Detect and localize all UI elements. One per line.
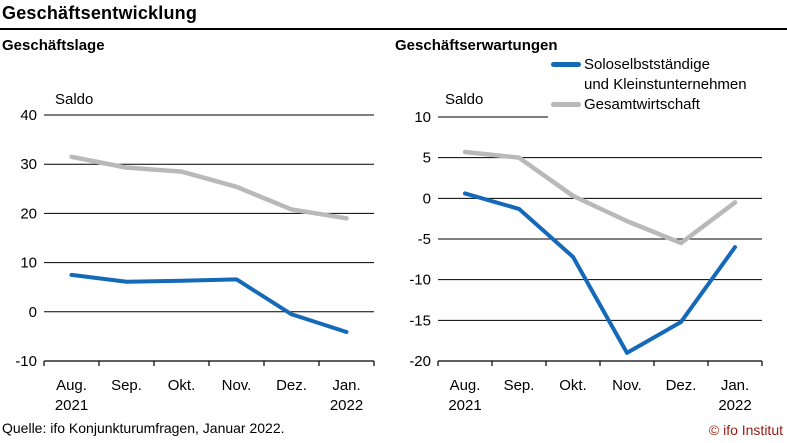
axis-label: Jan. <box>721 377 749 394</box>
axis-label: Dez. <box>276 377 307 394</box>
legend-line-icon-soloselbststaendige <box>551 61 581 67</box>
axis-label: Sep. <box>111 377 142 394</box>
series-line <box>463 191 737 355</box>
copyright-note: © ifo Institut <box>708 422 783 438</box>
axis-label: 0 <box>423 190 431 207</box>
legend-label: und Kleinstunternehmen <box>584 75 747 93</box>
axis-label: 2021 <box>448 397 481 414</box>
axis-label: Nov. <box>222 377 252 394</box>
axis-label: -10 <box>15 353 37 370</box>
axis-label: Sep. <box>504 377 535 394</box>
axis-label: 10 <box>20 255 37 272</box>
legend-line-icon-gesamtwirtschaft <box>551 101 581 107</box>
axis-label: -15 <box>409 312 431 329</box>
axis-label: Jan. <box>332 377 360 394</box>
axis-label: -5 <box>418 231 431 248</box>
axis-label: Okt. <box>168 377 196 394</box>
axis-label: 5 <box>423 150 431 167</box>
axis-label: 10 <box>414 109 431 126</box>
axis-label: Okt. <box>559 377 587 394</box>
axis-label: 30 <box>20 156 37 173</box>
axis-label: Aug. <box>450 377 481 394</box>
axis-label: 0 <box>29 304 37 321</box>
legend-label: Gesamtwirtschaft <box>584 95 700 113</box>
axis-label: 20 <box>20 205 37 222</box>
chart-geschaeftserwartungen: 10 5 0 -5 -10 -15 -20 Aug. Sep. Okt. Nov. Dez. Jan. 2… <box>409 91 763 414</box>
source-note: Quelle: ifo Konjunkturumfragen, Januar 2… <box>2 420 285 436</box>
axis-label: 40 <box>20 107 37 124</box>
axis-label: -10 <box>409 272 431 289</box>
legend-entry-soloselbststaendige-line2: und Kleinstunternehmen <box>551 74 747 94</box>
right-chart-title: Geschäftserwartungen <box>395 37 558 54</box>
legend: Soloselbstständige und Kleinstunternehme… <box>551 54 747 114</box>
axis-label: Saldo <box>445 91 483 108</box>
legend-label: Soloselbstständige <box>584 55 710 73</box>
figure-title: Geschäftsentwicklung <box>2 3 198 23</box>
axis-label: Aug. <box>56 377 87 394</box>
axis-label: Saldo <box>55 91 93 108</box>
axis-label: -20 <box>409 353 431 370</box>
axis-label: Nov. <box>612 377 642 394</box>
series-line <box>69 154 349 221</box>
axis-label: 2022 <box>718 397 751 414</box>
title-divider <box>0 28 787 30</box>
series-line <box>69 272 349 334</box>
chart-geschaeftslage: 40 30 20 10 0 -10 Aug. Sep. Okt. Nov. Dez. Jan. 2021… <box>15 91 375 414</box>
left-chart-title: Geschäftslage <box>2 37 105 54</box>
axis-label: 2022 <box>330 397 363 414</box>
legend-entry-gesamtwirtschaft: Gesamtwirtschaft <box>551 94 747 114</box>
series-line <box>462 149 738 246</box>
legend-entry-soloselbststaendige: Soloselbstständige <box>551 54 747 74</box>
footer: Quelle: ifo Konjunkturumfragen, Januar 2… <box>0 420 787 440</box>
axis-label: Dez. <box>666 377 697 394</box>
axis-label: 2021 <box>55 397 88 414</box>
